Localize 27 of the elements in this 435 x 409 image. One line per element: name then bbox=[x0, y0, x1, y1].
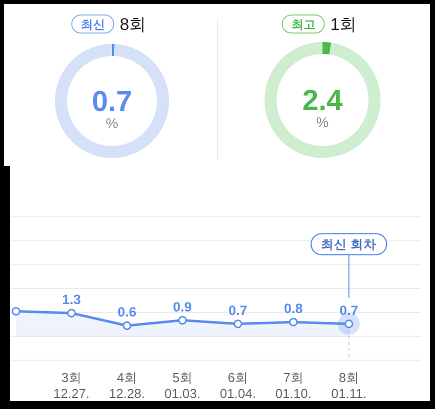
x-tick-label: 4회 12.28. bbox=[108, 370, 146, 401]
chart-title: 8회 bbox=[120, 15, 146, 34]
x-tick-label: 6회 01.04. bbox=[220, 370, 256, 401]
point bbox=[289, 318, 298, 326]
text: % bbox=[106, 115, 118, 131]
x-tick-label: 3회 12.27. bbox=[53, 370, 90, 401]
point bbox=[122, 321, 132, 330]
data-label: 0.7 bbox=[228, 302, 248, 318]
data-label: 1.3 bbox=[62, 292, 82, 308]
point bbox=[234, 320, 242, 328]
point bbox=[178, 316, 187, 325]
data-label: 0.9 bbox=[173, 299, 192, 314]
point bbox=[12, 306, 20, 316]
text: % bbox=[316, 114, 329, 130]
data-label: 0.6 bbox=[118, 304, 137, 320]
text: 0.7 bbox=[92, 86, 132, 118]
text: 최고 bbox=[291, 18, 316, 32]
chart-title: 1회 bbox=[330, 15, 357, 34]
data-label: 0.7 bbox=[339, 302, 358, 318]
x-tick-label: 8회 01.11. bbox=[331, 370, 366, 401]
point bbox=[67, 308, 76, 318]
annotation: 최신 회차 bbox=[321, 238, 377, 252]
text: 최신 bbox=[80, 18, 105, 32]
x-tick-label: 7회 01.10. bbox=[275, 370, 312, 401]
x-tick-label: 5회 01.03. bbox=[164, 370, 201, 401]
text: 2.4 bbox=[302, 85, 343, 117]
data-label: 0.8 bbox=[284, 301, 304, 316]
